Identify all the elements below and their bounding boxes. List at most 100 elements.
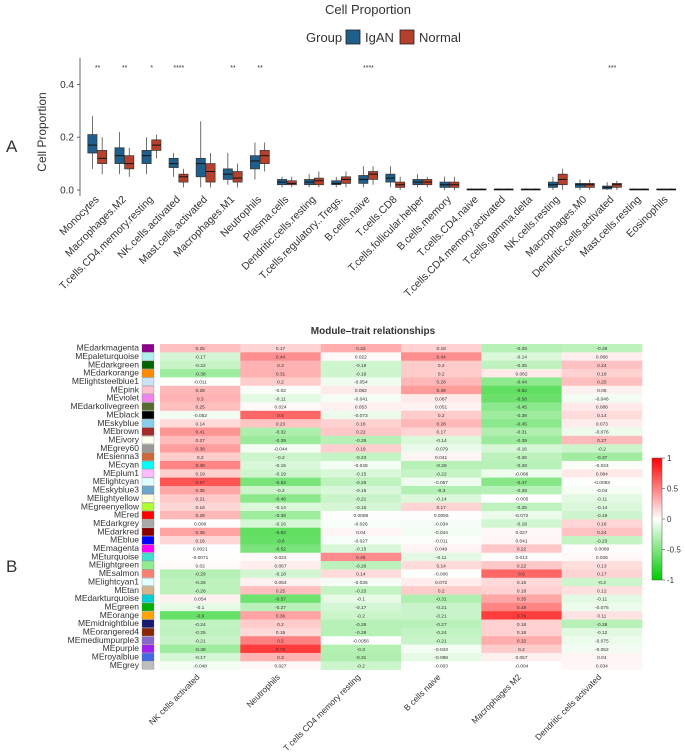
row-label: MEtan — [114, 585, 139, 595]
heatmap-cell — [401, 611, 482, 620]
heatmap-cell — [481, 586, 562, 595]
cell-value: -0.18 — [275, 572, 286, 578]
heatmap-cell — [320, 536, 402, 545]
box-igan — [195, 121, 206, 188]
heatmap-cell — [481, 435, 562, 445]
legend-title: Group — [306, 30, 342, 45]
cell-value: -0.076 — [595, 430, 609, 436]
heatmap-cell — [160, 511, 241, 520]
cell-value: -0.16 — [275, 522, 286, 528]
heatmap-cell — [401, 452, 482, 462]
cell-value: 0.15 — [517, 580, 527, 586]
cell-value: 0.2 — [277, 622, 284, 628]
module-swatch — [141, 527, 155, 536]
heatmap-cell — [561, 485, 643, 495]
heatmap-cell — [561, 360, 643, 370]
box-normal — [124, 147, 135, 177]
heatmap-cell — [561, 519, 643, 528]
cell-value: -0.004 — [515, 664, 529, 670]
module-swatch — [141, 644, 155, 653]
cell-value: 0.3 — [197, 396, 204, 402]
heatmap-cell — [320, 502, 402, 512]
cell-value: -0.52 — [275, 547, 286, 553]
heatmap-cell — [160, 627, 241, 637]
row-label: MEdarkolivegreen — [70, 401, 139, 411]
cell-value: 0.11 — [597, 613, 606, 619]
cell-value: 0.18 — [356, 421, 366, 427]
column-label: B cells naive — [402, 672, 443, 713]
cell-value: -0.38 — [275, 513, 286, 519]
heatmap-cell — [481, 536, 562, 545]
row-label: MEgreen — [105, 601, 140, 611]
heatmap-cell — [240, 502, 321, 512]
heatmap-cell — [561, 569, 643, 579]
cell-value: -0.28 — [355, 630, 366, 636]
box-igan — [385, 166, 396, 188]
heatmap-cell — [561, 577, 643, 587]
heatmap-cell — [240, 402, 321, 412]
heatmap-cell — [160, 344, 241, 353]
cell-value: -0.026 — [354, 522, 368, 528]
row-label: MElightcyan — [93, 476, 140, 486]
cell-value: -0.02 — [275, 388, 286, 394]
heatmap-cell — [160, 385, 241, 395]
panel-label-b: B — [6, 557, 17, 576]
cell-value: 0.0088 — [353, 513, 368, 519]
heatmap-cell — [561, 444, 643, 453]
module-swatch — [141, 369, 155, 378]
heatmap-cell — [160, 611, 241, 620]
heatmap-cell — [320, 644, 402, 654]
heatmap-cell — [240, 561, 321, 570]
row-label: MEivory — [108, 434, 139, 444]
heatmap-cell — [240, 427, 321, 437]
cell-value: 0.32 — [517, 638, 527, 644]
cell-value: -0.2 — [276, 455, 285, 461]
row-label: MEmediumpurple3 — [68, 635, 140, 645]
heatmap-cell — [160, 636, 241, 645]
cell-value: -0.57 — [275, 597, 286, 603]
heatmap-cell — [160, 360, 241, 370]
cell-value: 0.0089 — [594, 547, 609, 553]
cell-value: 0.28 — [195, 513, 205, 519]
heatmap-cell — [561, 494, 643, 503]
cell-value: 0.44 — [276, 355, 286, 361]
cell-value: -0.0071 — [192, 555, 209, 561]
cell-value: -0.17 — [355, 605, 366, 611]
cell-value: 0.0021 — [193, 547, 208, 553]
box-normal — [205, 153, 216, 188]
colorbar-tick-label: 0 — [667, 515, 672, 524]
heatmap-cell — [401, 561, 482, 570]
cell-value: -0.39 — [516, 438, 527, 444]
significance-label: ** — [257, 65, 263, 72]
cell-value: 0.36 — [276, 613, 286, 619]
heatmap-cell — [320, 369, 402, 378]
cell-value: 0.057 — [515, 655, 527, 661]
heatmap-cell — [481, 385, 562, 395]
cell-value: -0.46 — [275, 497, 286, 503]
heatmap-cell — [481, 644, 562, 654]
cell-value: -0.14 — [275, 505, 286, 511]
cell-value: 0.18 — [517, 630, 527, 636]
cell-value: -0.44 — [516, 380, 527, 386]
cell-value: 0.17 — [436, 505, 446, 511]
cell-value: 0.02 — [195, 563, 205, 569]
heatmap-cell — [481, 619, 562, 629]
row-label: MEcyan — [108, 460, 139, 470]
cell-value: -0.37 — [596, 455, 607, 461]
heatmap-cell — [240, 652, 321, 662]
y-ticks: 0.0 0.2 0.4 — [60, 80, 80, 197]
box-igan — [575, 179, 585, 190]
box-igan — [412, 174, 423, 188]
heatmap-cell — [561, 352, 643, 361]
cell-value: -0.23 — [596, 538, 607, 544]
heatmap-cell — [160, 569, 241, 579]
heatmap-cell — [481, 494, 562, 503]
cell-value: -0.048 — [193, 664, 207, 670]
cell-value: -0.041 — [354, 396, 368, 402]
cell-value: -0.17 — [195, 655, 206, 661]
heatmap-cell — [401, 594, 482, 604]
heatmap-cell — [481, 661, 562, 670]
cell-value: -0.0056 — [353, 638, 370, 644]
cell-value: -0.28 — [436, 463, 447, 469]
row-label: MElightcyan1 — [88, 576, 139, 586]
